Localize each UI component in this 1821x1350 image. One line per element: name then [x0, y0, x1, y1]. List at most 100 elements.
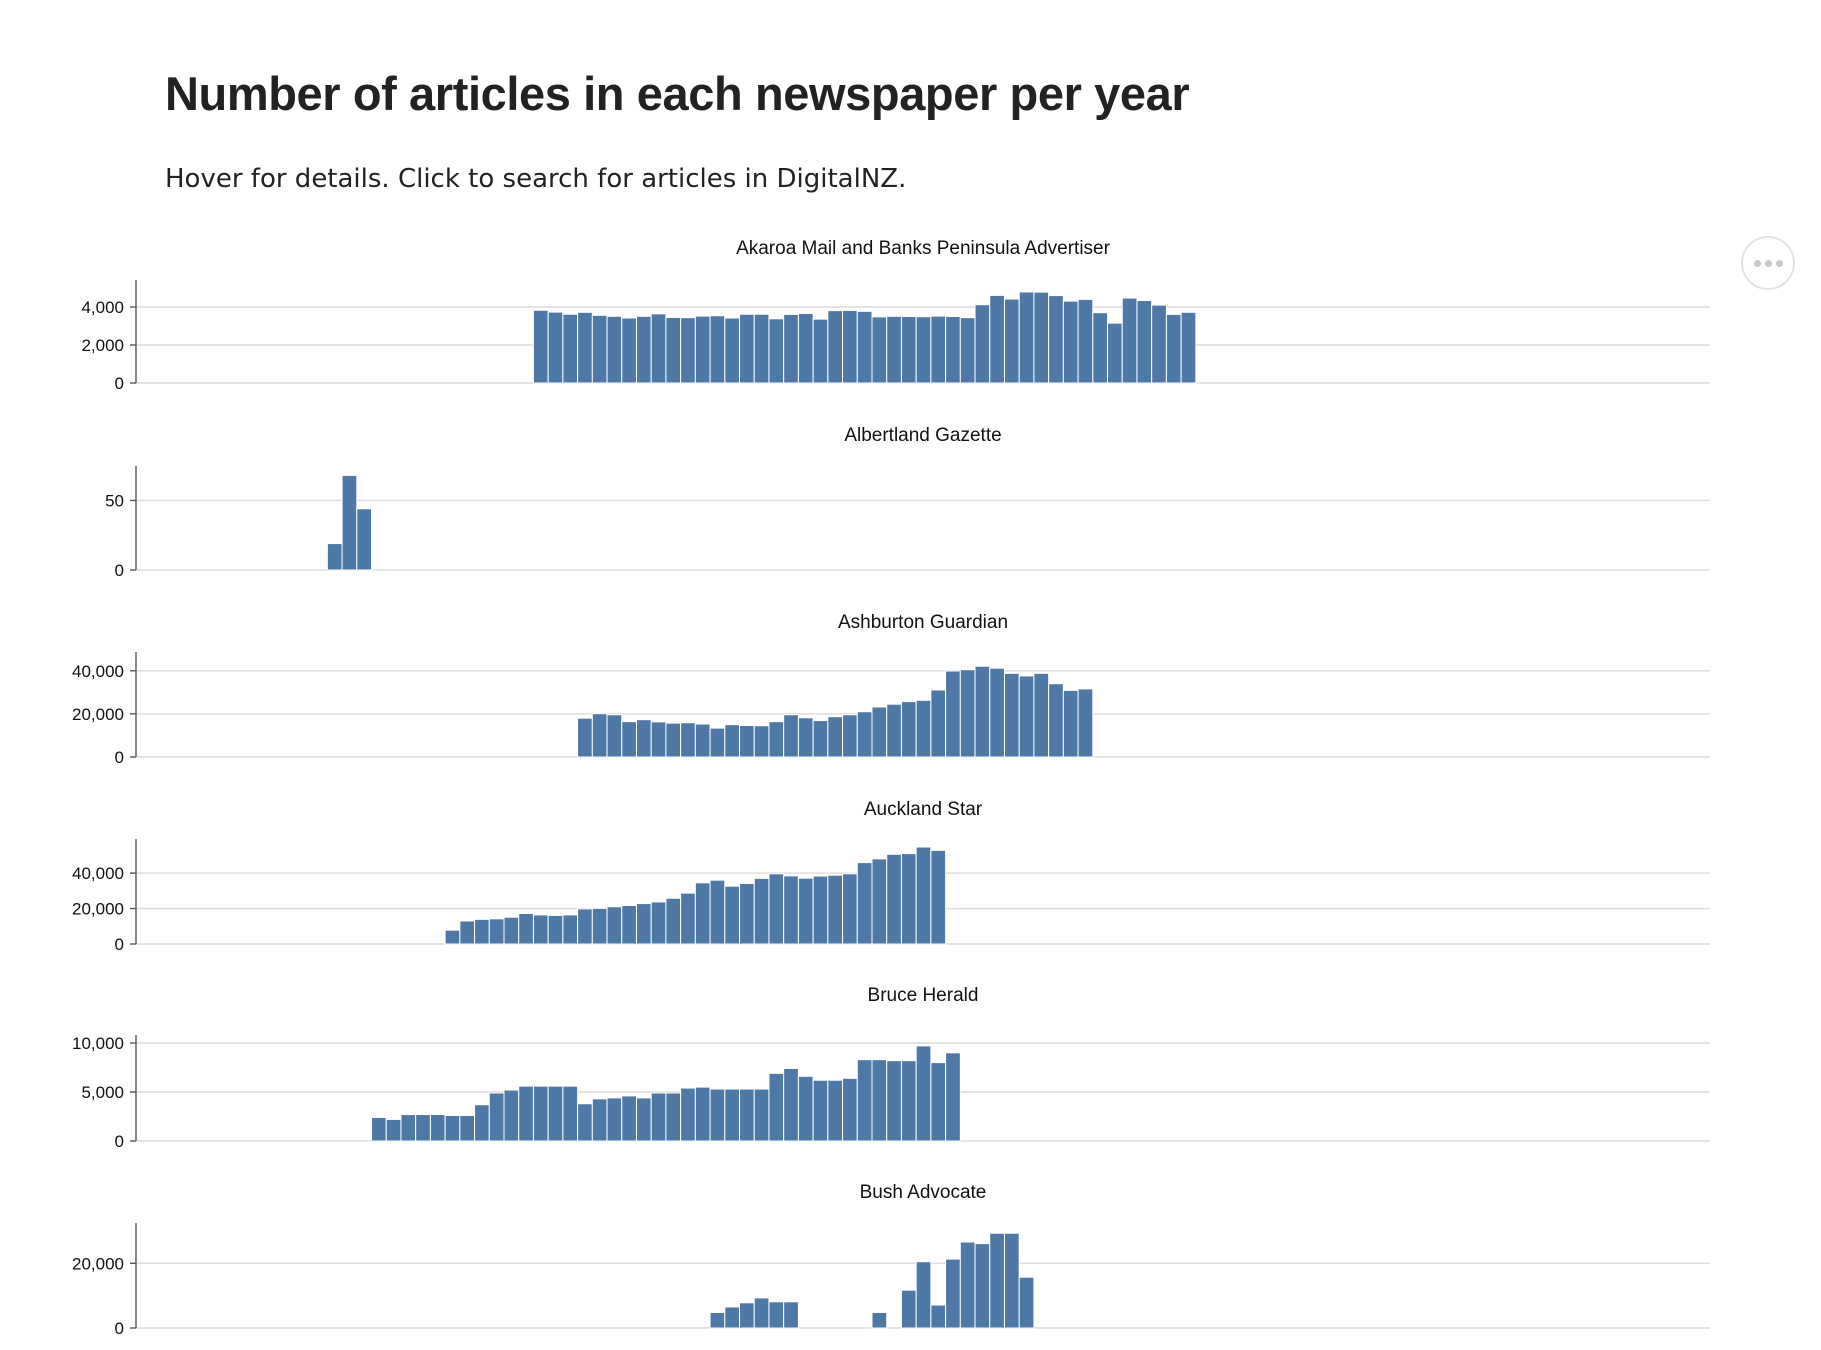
bar[interactable]: Bruce Herald — 1887: 5,500: [694, 1086, 711, 1142]
bar[interactable]: Ashburton Guardian — 1901: 25,700: [900, 701, 917, 758]
bar[interactable]: Akaroa Mail and Banks Peninsula Advertis…: [709, 315, 726, 384]
bar[interactable]: Akaroa Mail and Banks Peninsula Advertis…: [1033, 291, 1050, 384]
bar[interactable]: Bruce Herald — 1903: 8,000: [930, 1062, 947, 1142]
bar[interactable]: Auckland Star — 1881: 21,000: [606, 906, 623, 945]
bar[interactable]: Ashburton Guardian — 1899: 23,200: [871, 706, 888, 758]
bar[interactable]: Bruce Herald — 1888: 5,300: [709, 1088, 726, 1142]
bar[interactable]: Auckland Star — 1882: 21,700: [621, 905, 637, 945]
bar[interactable]: Albertland Gazette — 1862: 19: [326, 543, 343, 571]
bar[interactable]: Akaroa Mail and Banks Peninsula Advertis…: [665, 316, 682, 384]
bar[interactable]: Bruce Herald — 1867: 2,700: [400, 1114, 417, 1142]
bar[interactable]: Ashburton Guardian — 1898: 21,000: [856, 711, 873, 758]
bar[interactable]: Bush Advocate — 1901: 11,700: [900, 1289, 917, 1329]
bar[interactable]: Ashburton Guardian — 1904: 39,900: [945, 670, 961, 758]
bar[interactable]: Akaroa Mail and Banks Peninsula Advertis…: [739, 313, 755, 384]
bar[interactable]: Ashburton Guardian — 1881: 19,600: [606, 714, 623, 758]
bar[interactable]: Bruce Herald — 1879: 3,800: [577, 1103, 593, 1142]
bar[interactable]: Auckland Star — 1879: 19,800: [577, 908, 593, 945]
bar[interactable]: Bruce Herald — 1886: 5,400: [680, 1087, 696, 1142]
bar[interactable]: Akaroa Mail and Banks Peninsula Advertis…: [1003, 298, 1020, 384]
bar[interactable]: Akaroa Mail and Banks Peninsula Advertis…: [577, 311, 593, 384]
bar[interactable]: Akaroa Mail and Banks Peninsula Advertis…: [959, 317, 976, 384]
bar[interactable]: Bush Advocate — 1902: 20,500: [915, 1261, 932, 1329]
bar[interactable]: Ashburton Guardian — 1887: 15,300: [694, 723, 711, 758]
bar[interactable]: Akaroa Mail and Banks Peninsula Advertis…: [1121, 297, 1138, 384]
bar[interactable]: Bush Advocate — 1903: 7,100: [930, 1304, 947, 1329]
bar[interactable]: Akaroa Mail and Banks Peninsula Advertis…: [1165, 313, 1182, 384]
bar[interactable]: Auckland Star — 1892: 39,600: [768, 873, 785, 945]
bar[interactable]: Auckland Star — 1870: 7,800: [444, 929, 461, 945]
bar[interactable]: Akaroa Mail and Banks Peninsula Advertis…: [812, 318, 829, 384]
bar[interactable]: Akaroa Mail and Banks Peninsula Advertis…: [915, 316, 932, 384]
bar[interactable]: Akaroa Mail and Banks Peninsula Advertis…: [1077, 298, 1094, 384]
bar[interactable]: Akaroa Mail and Banks Peninsula Advertis…: [783, 313, 799, 384]
bar[interactable]: Ashburton Guardian — 1906: 42,100: [974, 665, 991, 758]
bar[interactable]: Auckland Star — 1873: 14,200: [488, 918, 505, 945]
bar[interactable]: Auckland Star — 1903: 52,800: [930, 849, 947, 945]
bar[interactable]: Auckland Star — 1872: 13,900: [474, 918, 490, 945]
bar[interactable]: Bush Advocate — 1908: 29,300: [1003, 1232, 1020, 1329]
bar[interactable]: Bruce Herald — 1892: 6,900: [768, 1072, 785, 1142]
bar[interactable]: Akaroa Mail and Banks Peninsula Advertis…: [1136, 300, 1153, 384]
bar[interactable]: Bush Advocate — 1888: 4,800: [709, 1311, 726, 1329]
bar[interactable]: Akaroa Mail and Banks Peninsula Advertis…: [1048, 295, 1064, 384]
bar[interactable]: Ashburton Guardian — 1879: 18,000: [577, 717, 593, 758]
bar[interactable]: Ashburton Guardian — 1891: 14,500: [753, 725, 770, 758]
bar[interactable]: Auckland Star — 1893: 38,400: [783, 875, 799, 945]
bar[interactable]: Bruce Herald — 1872: 3,700: [474, 1104, 490, 1142]
bar[interactable]: Ashburton Guardian — 1897: 19,600: [842, 714, 858, 758]
bar[interactable]: Ashburton Guardian — 1908: 38,800: [1003, 672, 1020, 758]
bar[interactable]: Auckland Star — 1896: 38,800: [827, 874, 844, 945]
bar[interactable]: Akaroa Mail and Banks Peninsula Advertis…: [930, 315, 947, 384]
bar[interactable]: Ashburton Guardian — 1895: 16,900: [812, 720, 829, 758]
bar[interactable]: Bruce Herald — 1877: 5,600: [547, 1085, 564, 1142]
bar[interactable]: Akaroa Mail and Banks Peninsula Advertis…: [1107, 322, 1123, 384]
bar[interactable]: Bush Advocate — 1909: 15,700: [1018, 1276, 1035, 1329]
bar[interactable]: Auckland Star — 1887: 34,500: [694, 882, 711, 945]
bar[interactable]: Auckland Star — 1901: 51,000: [900, 853, 917, 945]
bar[interactable]: Ashburton Guardian — 1907: 41,200: [989, 667, 1005, 758]
bar[interactable]: Auckland Star — 1894: 37,100: [797, 877, 814, 945]
bar[interactable]: Ashburton Guardian — 1893: 19,600: [783, 714, 799, 758]
bar[interactable]: Bruce Herald — 1895: 6,200: [812, 1079, 829, 1142]
bar[interactable]: Ashburton Guardian — 1903: 31,100: [930, 689, 947, 758]
bar[interactable]: Akaroa Mail and Banks Peninsula Advertis…: [532, 309, 549, 384]
bar[interactable]: Akaroa Mail and Banks Peninsula Advertis…: [974, 304, 991, 384]
bar[interactable]: Auckland Star — 1891: 37,000: [753, 877, 770, 945]
bar[interactable]: Ashburton Guardian — 1909: 37,600: [1018, 675, 1035, 758]
bar[interactable]: Bruce Herald — 1899: 8,300: [871, 1059, 888, 1142]
bar[interactable]: Auckland Star — 1902: 54,700: [915, 846, 932, 945]
bar[interactable]: Ashburton Guardian — 1896: 18,700: [827, 716, 844, 758]
bar[interactable]: Ashburton Guardian — 1889: 15,000: [724, 724, 741, 758]
bar[interactable]: Ashburton Guardian — 1900: 24,500: [886, 703, 902, 758]
bar[interactable]: Akaroa Mail and Banks Peninsula Advertis…: [547, 311, 564, 384]
bar[interactable]: Ashburton Guardian — 1894: 18,200: [797, 717, 814, 758]
bar[interactable]: Bush Advocate — 1893: 8,100: [783, 1301, 799, 1329]
bar[interactable]: Auckland Star — 1899: 48,000: [871, 858, 888, 945]
bar[interactable]: Auckland Star — 1877: 16,100: [547, 914, 564, 945]
bar[interactable]: Bruce Herald — 1882: 4,600: [621, 1095, 637, 1142]
bar[interactable]: Akaroa Mail and Banks Peninsula Advertis…: [900, 316, 917, 384]
bar[interactable]: Bruce Herald — 1870: 2,600: [444, 1115, 461, 1142]
bar[interactable]: Auckland Star — 1874: 15,100: [503, 916, 520, 945]
bar[interactable]: Bruce Herald — 1881: 4,400: [606, 1097, 623, 1142]
bar[interactable]: Bruce Herald — 1901: 8,200: [900, 1060, 917, 1142]
bar[interactable]: Akaroa Mail and Banks Peninsula Advertis…: [753, 313, 770, 384]
bar[interactable]: Bruce Herald — 1897: 6,400: [842, 1077, 858, 1142]
bar[interactable]: Bruce Herald — 1871: 2,600: [459, 1115, 476, 1142]
bar[interactable]: Albertland Gazette — 1864: 44: [356, 508, 373, 571]
bar[interactable]: Auckland Star — 1880: 20,100: [591, 907, 608, 945]
bar[interactable]: Bruce Herald — 1898: 8,300: [856, 1059, 873, 1142]
bar[interactable]: Auckland Star — 1875: 17,200: [518, 912, 534, 945]
bar[interactable]: Auckland Star — 1895: 38,300: [812, 875, 829, 945]
bar[interactable]: Auckland Star — 1883: 22,800: [635, 903, 652, 945]
bar[interactable]: Auckland Star — 1885: 25,800: [665, 897, 682, 945]
bar[interactable]: Bush Advocate — 1891: 9,300: [753, 1297, 770, 1329]
bar[interactable]: Ashburton Guardian — 1910: 38,800: [1033, 672, 1050, 758]
bar[interactable]: Akaroa Mail and Banks Peninsula Advertis…: [945, 316, 961, 384]
bar[interactable]: Bruce Herald — 1869: 2,700: [429, 1114, 446, 1142]
bar[interactable]: Akaroa Mail and Banks Peninsula Advertis…: [724, 317, 741, 384]
bar[interactable]: Bush Advocate — 1906: 26,100: [974, 1243, 991, 1329]
bar[interactable]: Bruce Herald — 1876: 5,600: [532, 1085, 549, 1142]
bar[interactable]: Akaroa Mail and Banks Peninsula Advertis…: [1092, 312, 1109, 384]
